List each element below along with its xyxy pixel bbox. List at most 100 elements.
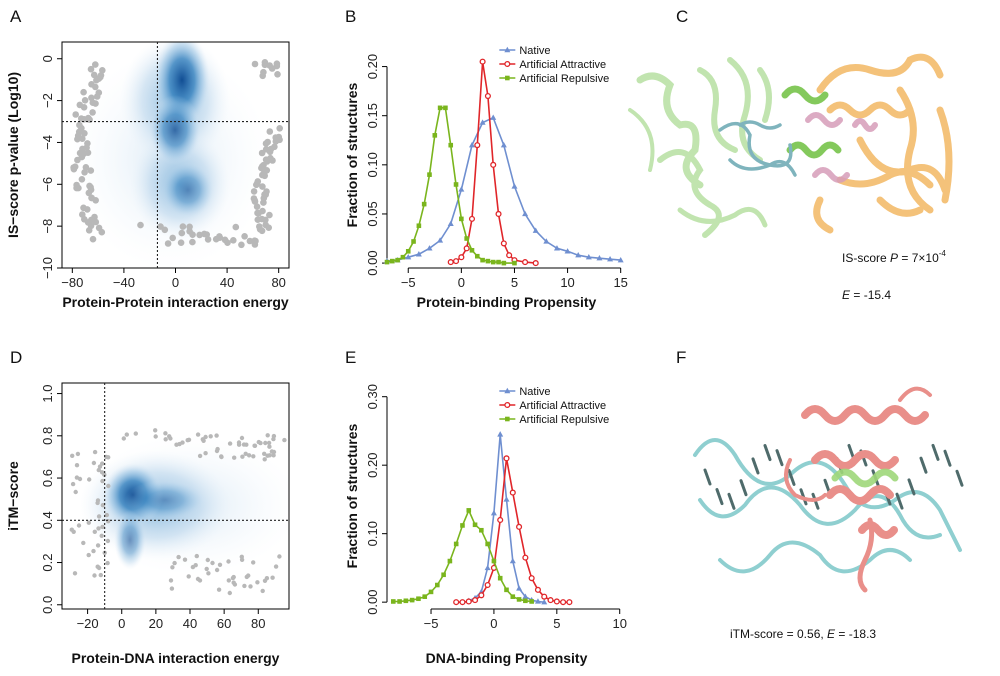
panel-d-scatter-point xyxy=(269,449,275,454)
panel-f-dna-rung xyxy=(787,468,796,486)
panel-d-scatter-point xyxy=(96,526,101,531)
panel-a-scatter-point xyxy=(255,223,263,230)
panel-d-scatter-point xyxy=(104,512,110,518)
panel-d-scatter-point xyxy=(86,552,91,558)
panel-e-native-point xyxy=(516,585,523,591)
panel-e-repulsive-point xyxy=(529,599,534,604)
panel-d-scatter-point xyxy=(263,440,268,446)
panel-b-x-tick-label: −5 xyxy=(401,275,416,290)
panel-b-repulsive-point xyxy=(427,172,432,177)
panel-d-y-tick-label: 0.4 xyxy=(40,511,55,529)
panel-d-scatter-point xyxy=(214,567,220,573)
panel-a-scatter-point xyxy=(80,104,88,111)
panel-b-repulsive-point xyxy=(443,105,448,111)
panel-b-repulsive-point xyxy=(416,223,422,229)
panel-d-scatter-point xyxy=(92,573,97,578)
panel-a-scatter-point xyxy=(93,76,100,84)
panel-d-scatter-point xyxy=(215,446,220,452)
panel-a-x-tick-label: −40 xyxy=(113,275,135,290)
panel-b-legend-label-0: Native xyxy=(519,45,550,57)
panel-d-scatter-point xyxy=(201,438,206,443)
panel-e-repulsive-point xyxy=(460,523,465,528)
panel-e-attractive-point xyxy=(509,489,516,496)
panel-b-attractive-point xyxy=(500,240,507,247)
panel-d-x-tick-label: 0 xyxy=(118,616,125,631)
panel-d-scatter-point xyxy=(106,455,111,460)
panel-a-scatter-point xyxy=(86,182,93,190)
panel-e-attractive-point xyxy=(534,586,541,593)
panel-b-native-point xyxy=(437,237,444,243)
panel-a-scatter-point xyxy=(89,109,96,116)
panel-a-scatter-point xyxy=(74,135,81,143)
panel-c-orange-protein xyxy=(813,53,953,234)
panel-a-scatter-point xyxy=(81,97,89,104)
panel-f-annotation: iTM-score = 0.56, E = -18.3 xyxy=(730,627,876,641)
panel-b-attractive-point xyxy=(484,92,491,100)
panel-f-dna-rung xyxy=(919,456,928,474)
panel-c-green-protein xyxy=(628,57,772,238)
panel-c-pvalue-label: IS-score P = 7×10-4 xyxy=(842,249,946,265)
panel-e-attractive-point xyxy=(553,598,560,605)
panel-a-scatter-point xyxy=(212,235,220,243)
panel-a-scatter-point xyxy=(262,140,270,147)
panel-b-repulsive-point xyxy=(469,248,475,253)
panel-f-dna-rung xyxy=(715,488,724,506)
panel-b-repulsive-point xyxy=(512,260,517,266)
panel-d-scatter-point xyxy=(73,489,78,495)
panel-b-attractive-point xyxy=(495,210,502,218)
panel-d-scatter-point xyxy=(239,435,245,441)
panel-d-scatter-point xyxy=(124,432,129,437)
panel-b-legend-label-1: Artificial Attractive xyxy=(519,59,606,71)
panel-d-scatter-point xyxy=(75,451,81,457)
panel-d-y-tick-label: 0.8 xyxy=(40,427,55,445)
panel-d-scatter-point xyxy=(100,524,105,530)
panel-b-repulsive-point xyxy=(459,216,464,222)
panel-b-native-point xyxy=(607,255,614,262)
panel-f-dna-rung xyxy=(703,468,712,486)
panel-d-scatter-point xyxy=(92,529,98,534)
panel-a-scatter-point xyxy=(72,111,79,118)
panel-a-scatter-point xyxy=(258,149,266,157)
panel-a-scatter-point xyxy=(189,238,196,246)
panel-d-scatter-point xyxy=(186,437,192,442)
panel-a-y-tick-label: −8 xyxy=(40,219,55,234)
panel-c-protein-complex-image xyxy=(628,53,953,238)
panel-d-scatter-point xyxy=(273,564,279,569)
panel-a-scatter-point xyxy=(85,189,93,197)
panel-e-y-tick-label: 0.20 xyxy=(365,453,380,478)
panel-c-helix-green-bright xyxy=(781,85,842,159)
panel-b-native-point xyxy=(500,141,507,148)
panel-b-x-tick-label: 10 xyxy=(560,275,574,290)
panel-d-scatter-point xyxy=(270,575,275,580)
panel-a-scatter-point xyxy=(81,130,88,137)
panel-b-native-point xyxy=(426,245,433,251)
panel-e-legend-marker-2 xyxy=(505,416,510,422)
panel-a-scatter-point xyxy=(178,229,186,237)
panel-a-scatter-point xyxy=(164,240,172,247)
panel-a-scatter-point xyxy=(79,135,86,142)
panel-d-scatter-point xyxy=(232,455,237,460)
panel-d-scatter-point xyxy=(227,441,233,446)
panel-e-native-point xyxy=(541,598,548,605)
panel-b-repulsive-point xyxy=(432,133,438,138)
panel-d-scatter-point xyxy=(172,560,177,566)
panel-d-y-tick-label: 0.2 xyxy=(40,553,55,571)
panel-e-y-tick-label: 0.30 xyxy=(365,384,380,409)
panel-d-scatter-point xyxy=(208,434,213,439)
panel-b-attractive-point xyxy=(458,254,465,261)
panel-e-legend-marker-0 xyxy=(504,387,511,394)
panel-a-scatter-point xyxy=(201,230,208,238)
panel-f-dna-backbone xyxy=(693,438,962,574)
panel-d-y-axis-label: iTM−score xyxy=(5,461,21,531)
panel-b-attractive-point xyxy=(468,215,476,222)
panel-f-dna-rung xyxy=(907,478,916,496)
panel-d-scatter-point xyxy=(169,586,175,591)
panel-a-scatter-point xyxy=(161,226,169,234)
panel-a-scatter-point xyxy=(87,65,95,73)
panel-b-attractive-point xyxy=(452,258,460,265)
panel-a-scatter-point xyxy=(262,156,270,163)
panel-f-dna-rung xyxy=(739,479,748,497)
panel-e-repulsive-point xyxy=(416,596,421,602)
panel-a-scatter-point xyxy=(251,237,258,244)
panel-e-attractive-point xyxy=(547,597,554,604)
